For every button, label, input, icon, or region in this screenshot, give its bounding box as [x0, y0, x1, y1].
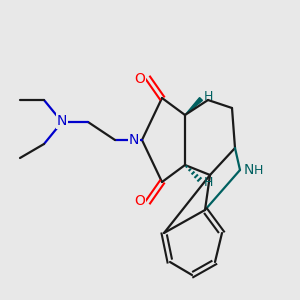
- Text: N: N: [57, 114, 67, 128]
- Text: O: O: [135, 194, 146, 208]
- Text: H: H: [254, 164, 263, 176]
- Text: H: H: [203, 176, 213, 190]
- Polygon shape: [185, 98, 202, 115]
- Text: O: O: [135, 72, 146, 86]
- Text: N: N: [244, 163, 254, 177]
- Text: H: H: [203, 91, 213, 103]
- Text: N: N: [129, 133, 139, 147]
